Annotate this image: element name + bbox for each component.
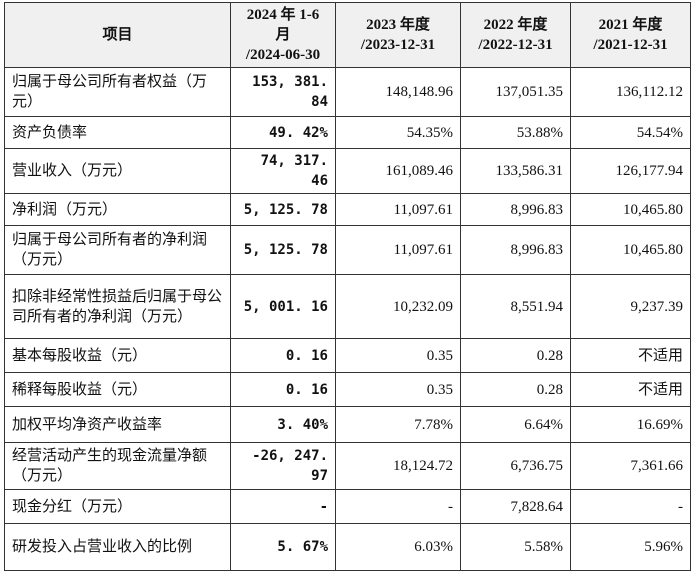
- table-row: 营业收入（万元） 74, 317. 46 161,089.46 133,586.31 1…: [4, 148, 691, 194]
- row-label: 归属于母公司所有者的净利润（万元）: [4, 225, 231, 275]
- row-label: 基本每股收益（元）: [4, 338, 231, 373]
- value-cell: 74, 317. 46: [230, 148, 336, 194]
- table-row: 加权平均净资产收益率 3. 40% 7.78% 6.64% 16.69%: [4, 406, 691, 443]
- value-cell: 126,177.94: [570, 148, 691, 194]
- value-cell: 161,089.46: [335, 148, 461, 194]
- row-label: 营业收入（万元）: [4, 148, 231, 194]
- table-row: 经营活动产生的现金流量净额（万元） -26, 247. 97 18,124.72 6,…: [4, 442, 691, 490]
- value-cell: 18,124.72: [335, 442, 461, 490]
- row-label: 资产负债率: [4, 116, 231, 149]
- value-cell: 5. 67%: [230, 523, 336, 571]
- value-cell: 11,097.61: [335, 193, 461, 226]
- value-cell: 3. 40%: [230, 406, 336, 443]
- table-row: 归属于母公司所有者权益（万元） 153, 381. 84 148,148.96 137…: [4, 67, 691, 117]
- value-cell: -: [230, 489, 336, 524]
- value-cell: 133,586.31: [460, 148, 571, 194]
- table-row: 净利润（万元） 5, 125. 78 11,097.61 8,996.83 10,465…: [4, 193, 691, 226]
- value-cell: 8,996.83: [460, 193, 571, 226]
- value-cell: 5, 125. 78: [230, 193, 336, 226]
- header-cell: 项目: [4, 2, 231, 68]
- value-cell: 153, 381. 84: [230, 67, 336, 117]
- header-cell: 2022 年度 /2022-12-31: [460, 2, 571, 68]
- header-cell: 2021 年度 /2021-12-31: [570, 2, 691, 68]
- value-cell: 9,237.39: [570, 274, 691, 339]
- value-cell: 5.58%: [460, 523, 571, 571]
- row-label: 扣除非经常性损益后归属于母公司所有者的净利润（万元）: [4, 274, 231, 339]
- value-cell: 不适用: [570, 338, 691, 373]
- value-cell: 8,551.94: [460, 274, 571, 339]
- value-cell: 54.35%: [335, 116, 461, 149]
- value-cell: 137,051.35: [460, 67, 571, 117]
- data-table: 项目 2024 年 1-6 月 /2024-06-30 2023 年度 /2023-…: [4, 2, 691, 571]
- value-cell: 0. 16: [230, 338, 336, 373]
- row-label: 归属于母公司所有者权益（万元）: [4, 67, 231, 117]
- header-row: 项目 2024 年 1-6 月 /2024-06-30 2023 年度 /2023-…: [4, 2, 691, 68]
- value-cell: 10,232.09: [335, 274, 461, 339]
- value-cell: 0.35: [335, 338, 461, 373]
- table-row: 稀释每股收益（元） 0. 16 0.35 0.28 不适用: [4, 372, 691, 407]
- header-cell: 2023 年度 /2023-12-31: [335, 2, 461, 68]
- row-label: 稀释每股收益（元）: [4, 372, 231, 407]
- value-cell: 0.28: [460, 372, 571, 407]
- value-cell: -: [570, 489, 691, 524]
- value-cell: 8,996.83: [460, 225, 571, 275]
- value-cell: 7,361.66: [570, 442, 691, 490]
- value-cell: -26, 247. 97: [230, 442, 336, 490]
- value-cell: 6.64%: [460, 406, 571, 443]
- table-row: 归属于母公司所有者的净利润（万元） 5, 125. 78 11,097.61 8,99…: [4, 225, 691, 275]
- table-row: 基本每股收益（元） 0. 16 0.35 0.28 不适用: [4, 338, 691, 373]
- row-label: 研发投入占营业收入的比例: [4, 523, 231, 571]
- value-cell: 53.88%: [460, 116, 571, 149]
- table-row: 现金分红（万元） - -7,828.64-: [4, 489, 691, 524]
- value-cell: 5, 125. 78: [230, 225, 336, 275]
- value-cell: 11,097.61: [335, 225, 461, 275]
- value-cell: 0. 16: [230, 372, 336, 407]
- header-cell: 2024 年 1-6 月 /2024-06-30: [230, 2, 336, 68]
- value-cell: 136,112.12: [570, 67, 691, 117]
- value-cell: 7,828.64: [460, 489, 571, 524]
- value-cell: 5, 001. 16: [230, 274, 336, 339]
- table-row: 资产负债率 49. 42% 54.35% 53.88% 54.54%: [4, 116, 691, 149]
- table-row: 扣除非经常性损益后归属于母公司所有者的净利润（万元） 5, 001. 16 10,2…: [4, 274, 691, 339]
- table-row: 研发投入占营业收入的比例 5. 67% 6.03% 5.58% 5.96%: [4, 523, 691, 571]
- value-cell: 不适用: [570, 372, 691, 407]
- value-cell: 10,465.80: [570, 193, 691, 226]
- value-cell: 0.35: [335, 372, 461, 407]
- value-cell: 0.28: [460, 338, 571, 373]
- row-label: 现金分红（万元）: [4, 489, 231, 524]
- value-cell: 16.69%: [570, 406, 691, 443]
- value-cell: 6,736.75: [460, 442, 571, 490]
- value-cell: 10,465.80: [570, 225, 691, 275]
- value-cell: 5.96%: [570, 523, 691, 571]
- value-cell: 6.03%: [335, 523, 461, 571]
- row-label: 经营活动产生的现金流量净额（万元）: [4, 442, 231, 490]
- value-cell: 54.54%: [570, 116, 691, 149]
- row-label: 加权平均净资产收益率: [4, 406, 231, 443]
- row-label: 净利润（万元）: [4, 193, 231, 226]
- value-cell: 49. 42%: [230, 116, 336, 149]
- value-cell: -: [335, 489, 461, 524]
- value-cell: 7.78%: [335, 406, 461, 443]
- value-cell: 148,148.96: [335, 67, 461, 117]
